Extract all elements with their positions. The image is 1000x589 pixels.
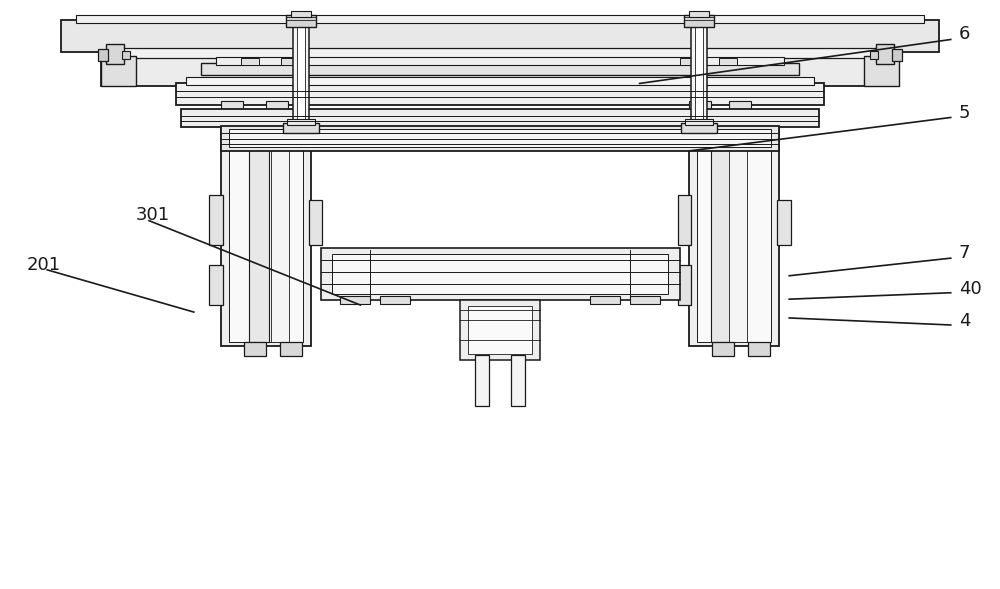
Bar	[281, 58, 299, 65]
Bar	[678, 265, 691, 305]
Bar	[291, 11, 311, 17]
Bar	[283, 123, 319, 133]
Bar	[511, 355, 525, 406]
Bar	[320, 248, 680, 300]
Bar	[209, 265, 223, 305]
Bar	[630, 296, 660, 304]
Bar	[221, 126, 779, 151]
Bar	[689, 11, 709, 17]
Bar	[729, 133, 747, 342]
Bar	[286, 15, 316, 27]
Bar	[76, 15, 924, 24]
Bar	[685, 119, 713, 125]
Bar	[748, 342, 770, 356]
Bar	[380, 296, 410, 304]
Bar	[249, 133, 269, 342]
Bar	[468, 306, 532, 354]
Bar	[876, 44, 894, 64]
Bar	[870, 51, 878, 59]
Text: 40: 40	[959, 280, 981, 297]
Bar	[681, 123, 717, 133]
Bar	[689, 127, 779, 346]
Bar	[475, 355, 489, 406]
Bar	[209, 196, 223, 245]
Bar	[729, 101, 751, 109]
Bar	[697, 131, 771, 342]
Bar	[244, 342, 266, 356]
Bar	[229, 129, 771, 147]
Bar	[309, 200, 322, 245]
Bar	[176, 83, 824, 105]
Bar	[684, 15, 714, 27]
Bar	[460, 300, 540, 360]
Bar	[287, 119, 315, 125]
Bar	[695, 24, 703, 126]
Bar	[229, 131, 303, 342]
Bar	[101, 56, 899, 86]
Bar	[221, 101, 243, 109]
Bar	[106, 44, 124, 64]
Text: 4: 4	[959, 312, 970, 330]
Bar	[590, 296, 620, 304]
Bar	[712, 342, 734, 356]
Bar	[61, 20, 939, 52]
Bar	[689, 101, 711, 109]
Bar	[691, 21, 707, 128]
Bar	[101, 56, 136, 86]
Bar	[719, 58, 737, 65]
Bar	[280, 342, 302, 356]
Text: 5: 5	[959, 104, 970, 122]
Bar	[116, 48, 884, 58]
Bar	[181, 109, 819, 127]
Bar	[186, 77, 814, 85]
Bar	[216, 57, 784, 65]
Bar	[297, 24, 305, 126]
Bar	[340, 296, 370, 304]
Bar	[711, 133, 731, 342]
Bar	[293, 21, 309, 128]
Bar	[680, 58, 697, 65]
Bar	[864, 56, 899, 86]
Bar	[678, 196, 691, 245]
Bar	[122, 51, 130, 59]
Text: 201: 201	[26, 256, 60, 274]
Bar	[98, 49, 108, 61]
Text: 301: 301	[136, 206, 170, 224]
Bar	[271, 133, 289, 342]
Bar	[221, 127, 311, 346]
Bar	[266, 101, 288, 109]
Bar	[777, 200, 791, 245]
Bar	[201, 63, 799, 75]
Text: 6: 6	[959, 25, 970, 42]
Bar	[332, 254, 668, 294]
Text: 7: 7	[959, 244, 970, 263]
Bar	[241, 58, 259, 65]
Bar	[892, 49, 902, 61]
